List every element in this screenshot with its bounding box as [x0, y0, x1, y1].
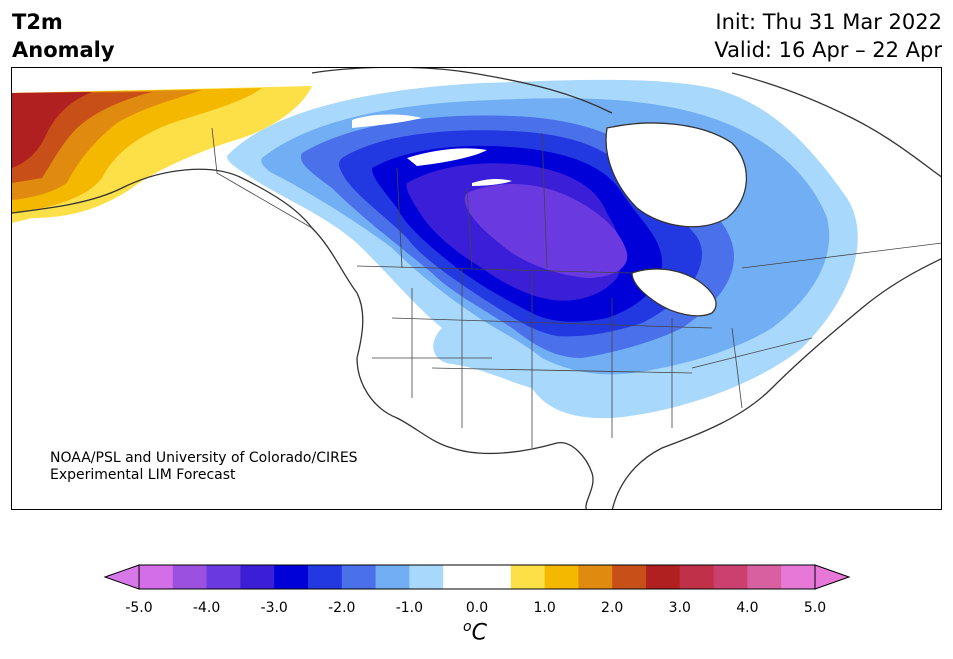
coastlines: [12, 68, 941, 509]
credit-line-2: Experimental LIM Forecast: [50, 467, 236, 483]
title-line-2: Anomaly: [12, 38, 115, 62]
forecast-dates: Init: Thu 31 Mar 2022 Valid: 16 Apr – 22…: [714, 8, 942, 64]
valid-date: Valid: 16 Apr – 22 Apr: [714, 38, 942, 62]
anomaly-map: NOAA/PSL and University of Colorado/CIRE…: [11, 67, 942, 510]
colorbar-swatch: [477, 565, 512, 589]
colorbar-swatch: [544, 565, 579, 589]
political-borders: [211, 127, 941, 448]
colorbar-tick-label: -4.0: [192, 600, 221, 616]
colorbar-swatch: [308, 565, 343, 589]
colorbar-swatch: [139, 565, 174, 589]
init-date: Init: Thu 31 Mar 2022: [715, 10, 942, 34]
unit-letter: C: [471, 620, 487, 646]
credit-line-1: NOAA/PSL and University of Colorado/CIRE…: [50, 450, 358, 466]
colorbar-tick-label: 4.0: [736, 600, 759, 616]
anomaly-red: [12, 92, 92, 168]
colorbar-swatch: [578, 565, 613, 589]
colorbar-tick-label: 5.0: [803, 600, 827, 616]
colorbar-ticks: -5.0 -4.0 -3.0 -2.0 -1.0 0.0 1.0 2.0 3.0 4.0 5.0: [0, 600, 953, 622]
colorbar-tick-label: 2.0: [601, 600, 624, 616]
colorbar-tick-label: -5.0: [125, 600, 153, 616]
colorbar-swatch: [781, 565, 816, 589]
arctic-water: [352, 114, 422, 128]
colorbar-swatch: [240, 565, 275, 589]
colorbar-tick-label: 0.0: [465, 600, 489, 616]
colorbar-swatch: [274, 565, 309, 589]
unit-degree: o: [463, 619, 472, 635]
colorbar-under-arrow: [103, 564, 140, 590]
colorbar-swatch: [612, 565, 647, 589]
colorbar-swatch: [206, 565, 241, 589]
colorbar-swatch: [443, 565, 478, 589]
colorbar-tick-label: -2.0: [328, 600, 356, 616]
colorbar-swatch: [646, 565, 681, 589]
lake-great-bear: [407, 148, 487, 166]
anomaly-purple: [464, 183, 628, 278]
colorbar-swatch: [679, 565, 715, 589]
colorbar-swatches: [139, 565, 816, 589]
map-canvas: [12, 68, 941, 509]
colorbar-tick-label: -3.0: [260, 600, 288, 616]
colorbar-tick-label: 1.0: [533, 600, 556, 616]
hudson-bay: [606, 123, 747, 227]
colorbar-tick-label: -1.0: [395, 600, 424, 616]
colorbar-swatch: [510, 565, 546, 589]
lake-great-slave: [472, 178, 512, 186]
colorbar-swatch: [375, 565, 410, 589]
colorbar-unit: oC: [463, 619, 487, 645]
colorbar-tick-label: 3.0: [668, 600, 691, 616]
colorbar-swatch: [747, 565, 782, 589]
colorbar-frame: [138, 564, 816, 590]
colorbar-swatch: [713, 565, 748, 589]
title-line-1: T2m: [12, 10, 63, 34]
great-lakes: [632, 268, 717, 316]
colorbar: [103, 564, 851, 590]
colorbar-swatch: [172, 565, 208, 589]
colorbar-swatch: [409, 565, 444, 589]
credit-text: NOAA/PSL and University of Colorado/CIRE…: [50, 450, 358, 484]
colorbar-swatch: [341, 565, 377, 589]
colorbar-over-arrow: [814, 564, 851, 590]
map-title: T2m Anomaly: [12, 8, 115, 64]
